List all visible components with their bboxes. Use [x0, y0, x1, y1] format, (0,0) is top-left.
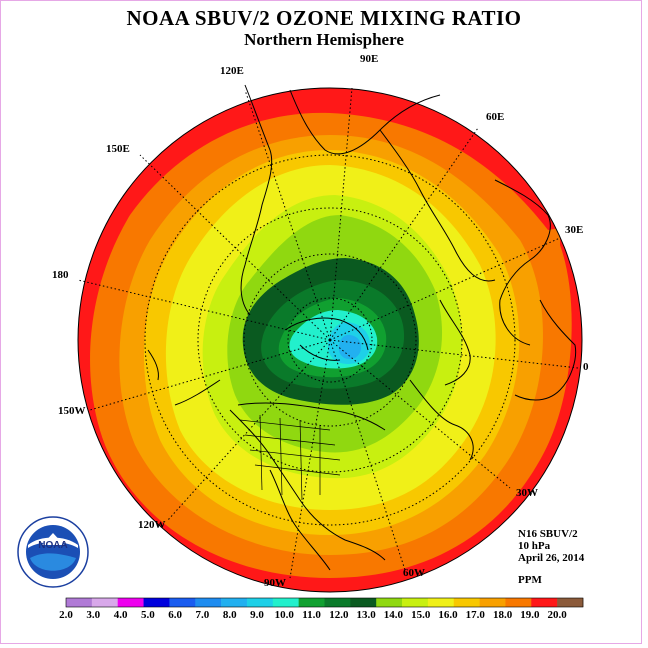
colorbar-tick-label: 18.0: [493, 609, 513, 621]
longitude-labels: 90E 60E 30E 0 30W 60W 90W 120W 150W 180 …: [52, 53, 589, 589]
colorbar-swatch: [143, 598, 170, 607]
colorbar-swatch: [376, 598, 403, 607]
colorbar-tick-label: 4.0: [114, 609, 128, 621]
colorbar-tick-label: 8.0: [223, 609, 237, 621]
colorbar-tick-label: 10.0: [275, 609, 295, 621]
lon-label-0: 0: [583, 361, 589, 373]
colorbar-tick-label: 20.0: [548, 609, 568, 621]
state-boundaries: [239, 414, 341, 501]
colorbar-swatch: [479, 598, 506, 607]
colorbar-tick-label: 11.0: [302, 609, 321, 621]
map-boundary: [77, 87, 583, 593]
latitude-circles: [144, 154, 516, 526]
colorbar-swatch: [557, 598, 584, 607]
colorbar-tick-label: 9.0: [250, 609, 264, 621]
colorbar-swatch: [531, 598, 558, 607]
coastlines: [147, 84, 577, 571]
colorbar-swatch: [169, 598, 196, 607]
colorbar-swatch: [272, 598, 299, 607]
colorbar-tick-label: 2.0: [59, 609, 73, 621]
colorbar-swatch: [91, 598, 118, 607]
colorbar-swatch: [453, 598, 480, 607]
lon-label-90w: 90W: [264, 577, 286, 589]
lon-label-30w: 30W: [516, 487, 538, 499]
colorbar-tick-label: 5.0: [141, 609, 155, 621]
colorbar-tick-label: 14.0: [384, 609, 404, 621]
colorbar-swatch: [350, 598, 377, 607]
lon-label-60w: 60W: [403, 567, 425, 579]
lon-label-120e: 120E: [220, 65, 244, 77]
lon-label-150e: 150E: [106, 143, 130, 155]
colorbar-swatch: [427, 598, 455, 607]
lon-label-150w: 150W: [58, 405, 86, 417]
date-label: April 26, 2014: [518, 552, 585, 564]
lon-label-30e: 30E: [565, 224, 583, 236]
band-7-8: [338, 334, 362, 360]
colorbar-outline: [65, 597, 584, 608]
colorbar-tick-label: 3.0: [86, 609, 100, 621]
colorbar-tick-label: 16.0: [438, 609, 458, 621]
colorbar-swatch: [246, 598, 274, 607]
noaa-logo-text: NOAA: [38, 540, 67, 551]
colorbar-swatch: [324, 598, 351, 607]
satellite-label: N16 SBUV/2: [518, 528, 578, 540]
colorbar-swatch: [117, 598, 144, 607]
colorbar: 2.0 3.0 4.0 5.0 6.0 7.0 8.0 9.0 10.0 11.0 12.0 13.0…: [59, 597, 584, 621]
colorbar-swatch: [66, 598, 93, 607]
colorbar-tick-label: 15.0: [411, 609, 431, 621]
colorbar-tick-label: 7.0: [196, 609, 210, 621]
pressure-level: 10 hPa: [518, 540, 551, 552]
colorbar-swatch: [402, 598, 429, 607]
colorbar-swatch: [505, 598, 532, 607]
lon-label-120w: 120W: [138, 519, 166, 531]
map-title: NOAA SBUV/2 OZONE MIXING RATIO: [126, 6, 522, 30]
noaa-logo: NOAA: [17, 516, 89, 588]
colorbar-tick-label: 19.0: [520, 609, 540, 621]
colorbar-tick-label: 17.0: [466, 609, 486, 621]
lon-label-60e: 60E: [486, 111, 504, 123]
map-subtitle: Northern Hemisphere: [244, 30, 404, 49]
colorbar-tick-label: 12.0: [329, 609, 349, 621]
units-label: PPM: [518, 574, 542, 586]
colorbar-swatch: [298, 598, 325, 607]
colorbar-swatch: [195, 598, 222, 607]
colorbar-swatch: [221, 598, 248, 607]
lon-label-180: 180: [52, 269, 69, 281]
lon-label-90e: 90E: [360, 53, 378, 65]
colorbar-tick-label: 13.0: [357, 609, 377, 621]
colorbar-tick-label: 6.0: [168, 609, 182, 621]
